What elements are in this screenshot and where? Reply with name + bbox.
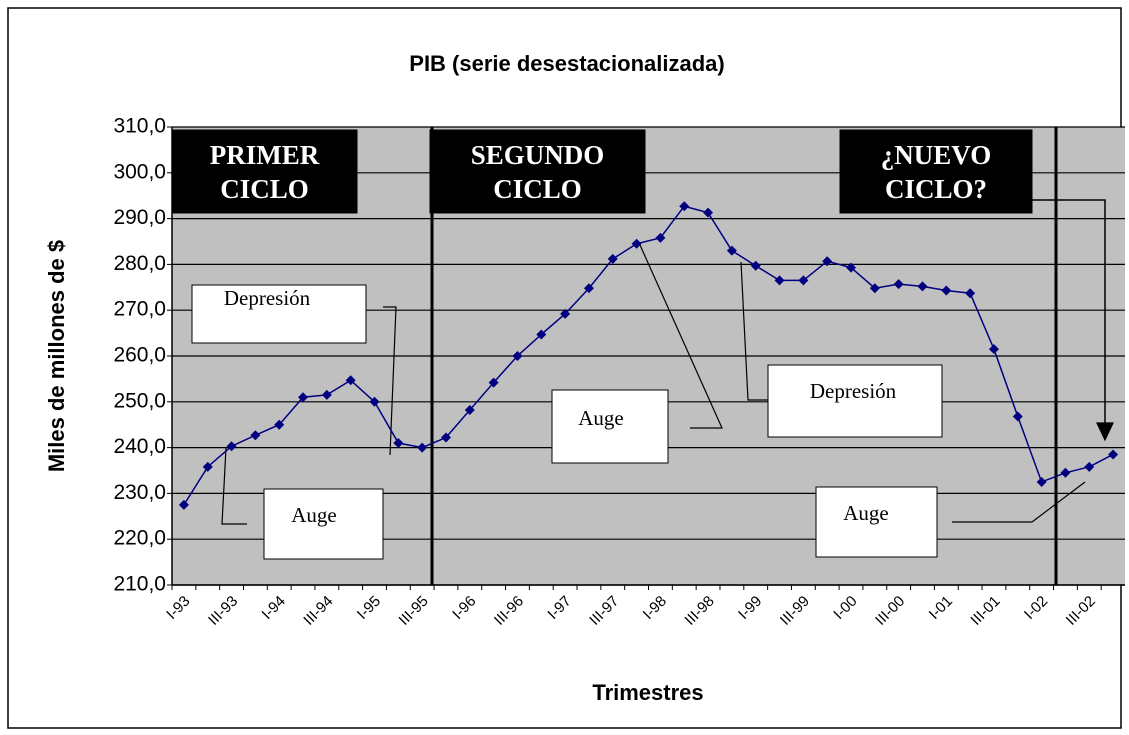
series <box>178 201 1119 510</box>
data-point <box>1108 449 1119 460</box>
annotation-text: CICLO <box>220 174 309 204</box>
data-point <box>941 285 952 296</box>
arrowhead <box>1096 422 1114 442</box>
y-tick-label: 280,0 <box>113 252 166 275</box>
data-point <box>536 329 547 340</box>
annotation-text: CICLO? <box>885 174 987 204</box>
data-point <box>822 256 833 267</box>
annotation-text: PRIMER <box>210 140 320 170</box>
annotation-text: CICLO <box>493 174 582 204</box>
data-point <box>488 377 499 388</box>
annotation-box <box>815 486 938 558</box>
data-point <box>917 281 928 292</box>
data-point <box>893 279 904 290</box>
data-point <box>178 499 189 510</box>
connector <box>952 481 1086 523</box>
chart-title: PIB (serie desestacionalizada) <box>409 51 724 76</box>
data-point <box>655 232 666 243</box>
connectors <box>221 199 1114 525</box>
annotation-box <box>171 129 358 214</box>
annotation-box <box>767 364 943 438</box>
annotation-box <box>839 129 1033 214</box>
data-point <box>250 430 261 441</box>
y-tick-label: 250,0 <box>113 389 166 412</box>
connector <box>221 447 247 525</box>
data-point <box>321 389 332 400</box>
data-point <box>298 392 309 403</box>
annotation-text: Auge <box>578 406 624 430</box>
data-point <box>560 308 571 319</box>
data-point <box>274 419 285 430</box>
y-tick-label: 220,0 <box>113 527 166 550</box>
connector <box>383 306 397 456</box>
annotation-box <box>429 129 646 214</box>
connector <box>740 261 768 401</box>
data-point <box>631 238 642 249</box>
data-point <box>726 245 737 256</box>
data-point <box>440 432 451 443</box>
connector <box>639 244 723 429</box>
y-tick-label: 240,0 <box>113 435 166 458</box>
data-point <box>202 461 213 472</box>
data-point <box>393 438 404 449</box>
y-tick-label: 260,0 <box>113 344 166 367</box>
data-point <box>1012 411 1023 422</box>
data-point <box>798 275 809 286</box>
annotation-box <box>191 284 367 344</box>
annotation-box <box>263 488 384 560</box>
data-point <box>1060 467 1071 478</box>
annotation-text: Auge <box>291 503 337 527</box>
annotation-text: Auge <box>843 501 889 525</box>
data-point <box>226 441 237 452</box>
annotation-text: Depresión <box>810 379 897 403</box>
data-point <box>369 396 380 407</box>
data-point <box>417 442 428 453</box>
annotation-text: Depresión <box>224 286 311 310</box>
annotation-box <box>551 389 669 464</box>
data-point <box>1084 461 1095 472</box>
data-point <box>774 275 785 286</box>
data-point <box>1036 476 1047 487</box>
data-point <box>988 344 999 355</box>
data-point <box>512 351 523 361</box>
annotations: PRIMER CICLO SEGUNDO CICLO ¿NUEVO CICLO? Depre… <box>171 129 1033 560</box>
y-axis-label: Miles de millones de $ <box>44 240 69 472</box>
y-tick-label: 300,0 <box>113 160 166 183</box>
data-point <box>583 283 594 294</box>
series-line <box>183 205 1114 506</box>
data-point <box>846 262 857 273</box>
data-point <box>869 283 880 294</box>
y-tick-label: 230,0 <box>113 481 166 504</box>
data-point <box>750 260 761 271</box>
data-point <box>345 375 356 386</box>
annotation-text: ¿NUEVO <box>881 140 991 170</box>
y-tick-label: 290,0 <box>113 206 166 229</box>
data-point <box>607 253 618 264</box>
y-tick-label: 210,0 <box>113 573 166 596</box>
x-axis-label: Trimestres <box>592 680 703 705</box>
y-tick-label: 270,0 <box>113 298 166 321</box>
annotation-text: SEGUNDO <box>471 140 605 170</box>
data-point <box>464 405 475 416</box>
y-tick-label: 310,0 <box>113 115 166 138</box>
data-point <box>703 207 714 218</box>
data-point <box>965 288 976 299</box>
data-point <box>679 201 690 212</box>
arrow <box>1032 199 1106 425</box>
